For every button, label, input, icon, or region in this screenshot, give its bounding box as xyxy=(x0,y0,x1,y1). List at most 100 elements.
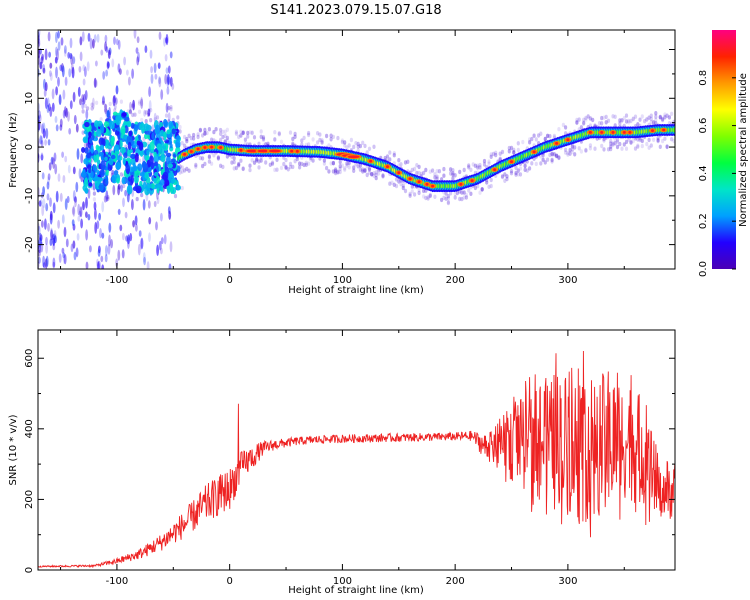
halo-blob xyxy=(491,151,496,157)
halo-blob xyxy=(433,172,437,177)
halo-blob xyxy=(667,121,672,126)
halo-blob xyxy=(194,162,198,168)
halo-blob xyxy=(334,170,338,176)
halo-blob xyxy=(367,167,372,172)
halo-blob xyxy=(435,174,439,179)
halo-blob xyxy=(180,169,184,174)
noise-blob xyxy=(52,237,56,247)
noise-blob xyxy=(157,62,161,69)
noise-blob xyxy=(127,76,131,86)
noise-blob xyxy=(169,51,173,59)
halo-blob xyxy=(482,162,487,167)
noise-blob xyxy=(167,65,171,74)
noise-blob xyxy=(49,197,52,207)
noise-blob xyxy=(146,261,150,269)
hot-core xyxy=(219,146,223,149)
noise-blob xyxy=(64,45,67,54)
spectrogram-heatmap xyxy=(38,30,675,269)
noise-blob xyxy=(148,86,152,97)
halo-blob xyxy=(444,196,448,201)
halo-blob xyxy=(219,127,223,133)
onset-blob xyxy=(126,135,133,145)
halo-blob xyxy=(185,166,189,172)
noise-blob xyxy=(93,77,97,88)
onset-blob xyxy=(106,110,110,119)
halo-blob xyxy=(582,121,586,126)
hot-core xyxy=(470,179,474,183)
halo-blob xyxy=(257,165,261,170)
halo-blob xyxy=(354,141,358,146)
halo-blob xyxy=(584,115,588,121)
noise-blob xyxy=(147,200,151,209)
halo-blob xyxy=(575,120,579,125)
halo-blob xyxy=(487,161,491,166)
onset-blob xyxy=(100,160,106,170)
halo-blob xyxy=(548,134,552,139)
halo-blob xyxy=(652,120,656,125)
halo-blob xyxy=(307,132,311,138)
noise-blob xyxy=(129,101,132,111)
noise-blob xyxy=(132,220,136,228)
noise-blob xyxy=(79,36,83,46)
noise-blob xyxy=(136,56,140,66)
noise-blob xyxy=(163,37,166,47)
noise-blob xyxy=(40,135,44,145)
halo-blob xyxy=(528,166,532,171)
halo-blob xyxy=(643,119,647,124)
halo-blob xyxy=(307,161,311,166)
noise-blob xyxy=(63,49,67,57)
noise-blob xyxy=(61,247,65,254)
noise-blob xyxy=(63,226,67,238)
halo-blob xyxy=(273,130,277,135)
onset-blob xyxy=(147,134,151,140)
noise-blob xyxy=(158,77,162,88)
noise-blob xyxy=(117,249,121,261)
noise-blob xyxy=(76,233,80,241)
noise-blob xyxy=(38,38,41,47)
halo-blob xyxy=(334,169,338,174)
noise-blob xyxy=(75,181,79,193)
noise-blob xyxy=(148,232,151,243)
onset-blob xyxy=(149,141,155,151)
halo-blob xyxy=(302,135,306,141)
x-tick-label: 200 xyxy=(446,275,465,286)
halo-blob xyxy=(192,136,196,141)
halo-blob xyxy=(417,170,421,176)
noise-blob xyxy=(39,61,43,70)
halo-blob xyxy=(298,165,302,170)
noise-blob xyxy=(59,118,63,128)
onset-blob xyxy=(127,149,131,157)
halo-blob xyxy=(564,125,568,130)
halo-blob xyxy=(473,163,477,169)
halo-blob xyxy=(564,147,568,152)
hot-core xyxy=(510,160,513,164)
noise-blob xyxy=(79,206,83,218)
onset-blob xyxy=(153,175,157,184)
noise-blob xyxy=(59,192,63,202)
halo-blob xyxy=(241,130,245,135)
halo-blob xyxy=(329,161,333,166)
halo-blob xyxy=(401,185,405,191)
noise-blob xyxy=(52,157,55,170)
halo-blob xyxy=(476,165,480,170)
halo-blob xyxy=(516,147,520,153)
halo-blob xyxy=(277,132,281,137)
halo-blob xyxy=(622,142,626,147)
halo-blob xyxy=(178,129,182,134)
halo-blob xyxy=(638,137,642,143)
onset-blob xyxy=(168,172,174,178)
onset-blob xyxy=(150,161,155,170)
onset-blob xyxy=(171,128,176,135)
halo-blob xyxy=(451,168,455,173)
y-tick-label: -20 xyxy=(24,236,35,252)
noise-blob xyxy=(40,154,44,161)
noise-blob xyxy=(94,221,98,234)
halo-blob xyxy=(494,150,498,155)
halo-blob xyxy=(149,118,153,123)
halo-blob xyxy=(532,133,536,138)
halo-blob xyxy=(588,146,593,151)
halo-blob xyxy=(624,119,629,124)
halo-blob xyxy=(194,164,198,169)
halo-blob xyxy=(584,147,588,153)
halo-blob xyxy=(428,192,432,198)
